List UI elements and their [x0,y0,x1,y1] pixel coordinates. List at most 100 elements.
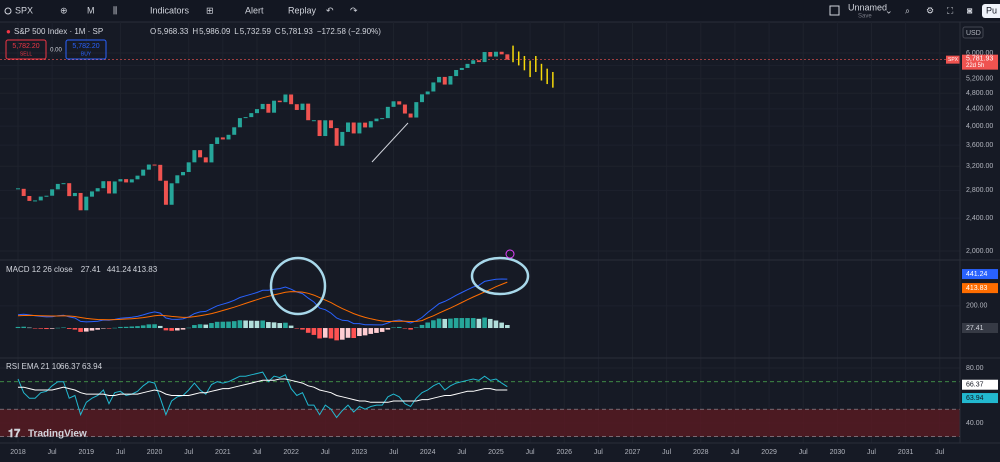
histogram-bar [448,318,453,329]
buy-price[interactable]: 5,782.20 [72,43,99,50]
histogram-bar [15,326,21,329]
histogram-bar [118,326,123,329]
replay[interactable]: Replay [288,5,317,15]
candle [158,164,163,181]
snapshot[interactable]: ◙ [967,5,973,15]
trend-line-drawing[interactable] [371,122,409,163]
candle [465,63,470,68]
ohlc-low-label: L [234,27,239,36]
histogram-bar [487,318,493,329]
histogram-bar [135,326,140,329]
histogram-bar [38,328,44,329]
candle [294,104,299,110]
histogram-bar [83,328,89,332]
brand-logo: 𝟏𝟕 [8,428,21,440]
macd-legend-hist: 27.41 [81,265,102,274]
quick-search[interactable]: ⌕ [905,5,910,15]
chart-style[interactable]: ⫼ [113,5,117,15]
candle [198,150,203,158]
histogram-bar [237,320,243,329]
candle [289,94,294,105]
rsi-legend-value: 66.37 [60,362,81,371]
event-marker[interactable] [505,249,515,259]
candle [50,189,55,196]
histogram-bar [72,328,78,330]
histogram-bar [402,328,408,329]
candle [27,195,32,201]
layouts-menu[interactable]: ⌄ [885,5,893,15]
indicators[interactable]: Indicators [150,5,190,15]
redo[interactable]: ↷ [350,5,358,15]
candle [488,52,493,57]
symbol[interactable]: SPX [15,5,33,15]
x-tick-label: Jul [321,449,330,456]
undo[interactable]: ↶ [326,5,334,15]
histogram-bar [101,328,106,329]
candle [220,137,225,140]
candle [351,122,356,134]
add-symbol[interactable]: ⊕ [60,5,68,15]
candle [391,101,396,107]
candle [169,183,174,205]
candle [493,51,498,57]
candle [482,52,487,63]
circle-drawing[interactable] [470,256,530,296]
alert[interactable]: Alert [245,5,264,15]
candle [346,122,351,132]
layout-status[interactable]: Save [858,14,872,20]
sell-label[interactable]: SELL [20,51,32,57]
y-tick-label: 4,800.00 [966,90,993,97]
y-tick-label: 3,600.00 [966,142,993,149]
settings[interactable]: ⚙ [926,5,934,15]
histogram-bar [214,321,220,329]
candle [431,82,436,92]
y-tick-label: 4,400.00 [966,106,993,113]
candle [368,121,373,128]
candle [380,118,385,120]
circle-drawing[interactable] [269,256,327,316]
x-tick-label: 2019 [78,449,94,456]
histogram-bar [209,323,214,329]
candle [89,191,94,197]
sell-price[interactable]: 5,782.20 [12,43,39,50]
histogram-bar [300,328,305,330]
y-tick-label: 3,200.00 [966,163,993,170]
histogram-bar [32,328,38,329]
candle [419,94,424,103]
candle [44,195,49,197]
layout-name[interactable]: Unnamed [848,2,887,12]
fullscreen[interactable]: ⛶ [946,5,954,15]
candle [118,179,123,182]
search-icon[interactable] [4,7,12,15]
publish-button[interactable] [982,4,1000,18]
toolbar [0,0,1000,22]
indicator-title: MACD 12 26 close [6,265,73,274]
buy-button[interactable] [65,39,107,60]
x-tick-label: Jul [253,449,262,456]
candle [317,120,322,137]
histogram-bar [499,322,504,329]
candle [414,102,419,118]
currency-box[interactable] [962,26,984,39]
candle [163,180,168,205]
candle [328,120,333,129]
histogram-bar [368,328,374,334]
candle [181,172,186,176]
candle [340,131,345,146]
y-tick-label: 80.00 [966,365,984,372]
templates[interactable]: ⊞ [206,5,214,15]
layout-icon[interactable] [829,5,840,16]
interval[interactable]: M [87,5,95,15]
ohlc-open-label: O [150,27,156,36]
histogram-bar [248,320,254,329]
publish[interactable]: Pu [986,5,997,15]
currency[interactable]: USD [966,30,981,37]
candle [374,118,379,122]
histogram-bar [231,321,237,329]
histogram-bar [44,328,49,330]
buy-label[interactable]: BUY [81,51,92,57]
histogram-bar [294,328,300,329]
sell-button[interactable] [5,39,47,60]
ema-value-tag-text: 63.94 [966,395,984,402]
candle [152,164,157,166]
